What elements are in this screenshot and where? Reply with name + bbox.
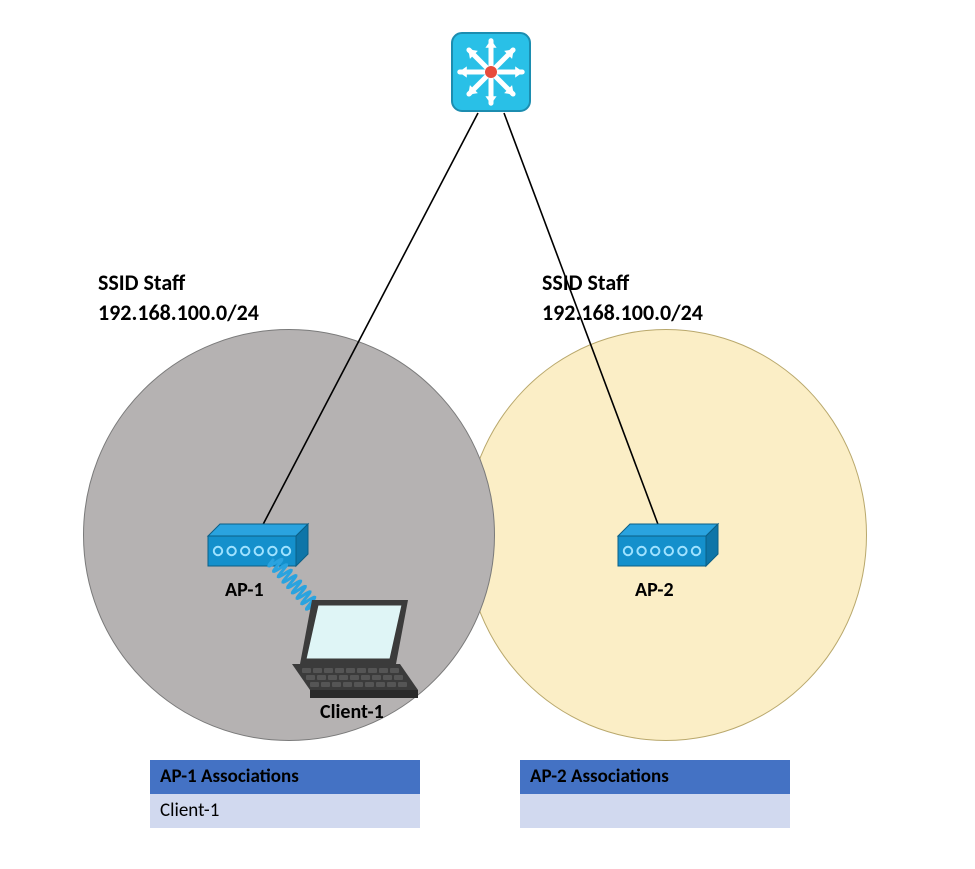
diagram-stage: SSID Staff 192.168.100.0/24 SSID Staff 1… (0, 0, 975, 869)
assoc-header: AP-1 Associations (150, 760, 420, 794)
ssid-label-left: SSID Staff 192.168.100.0/24 (98, 268, 259, 327)
assoc-row: Client-1 (150, 794, 420, 828)
ap1-associations-table: AP-1 AssociationsClient-1 (150, 760, 420, 828)
ap1-label: AP-1 (225, 578, 264, 602)
client-label: Client-1 (320, 700, 384, 724)
coverage-circle-ap1 (83, 329, 495, 741)
ap2-associations-table: AP-2 Associations (520, 760, 790, 828)
coverage-circle-ap2 (465, 329, 867, 741)
ssid-label-right: SSID Staff 192.168.100.0/24 (542, 268, 703, 327)
switch-icon (452, 33, 530, 111)
assoc-header: AP-2 Associations (520, 760, 790, 794)
assoc-row (520, 794, 790, 828)
ap2-label: AP-2 (635, 578, 674, 602)
